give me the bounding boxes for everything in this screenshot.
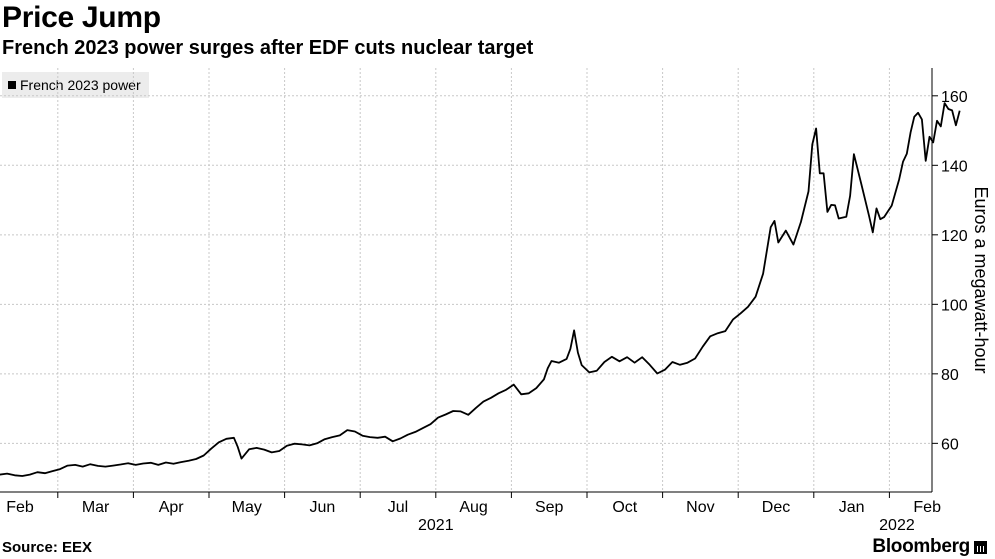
axis-layer: 60 80 100 120 140 160 Feb Mar Apr May Jun Jul Aug Sep…: [0, 68, 968, 534]
x-tick-label: May: [232, 499, 262, 516]
bloomberg-icon: [974, 540, 987, 554]
x-tick-label: Jan: [839, 499, 865, 516]
chart-subtitle: French 2023 power surges after EDF cuts …: [2, 37, 534, 59]
year-label: 2022: [879, 517, 915, 534]
y-tick-label: 80: [941, 367, 959, 384]
series-line: [0, 102, 961, 477]
legend-label: French 2023 power: [20, 77, 141, 93]
source-note: Source: EEX: [2, 539, 93, 556]
y-tick-label: 120: [941, 228, 968, 245]
x-tick-label: Feb: [6, 499, 34, 516]
x-tick-label: Aug: [459, 499, 487, 516]
x-tick-label: Apr: [159, 499, 185, 516]
y-tick-label: 100: [941, 297, 968, 314]
y-tick-label: 60: [941, 436, 959, 453]
y-tick-label: 160: [941, 89, 968, 106]
x-tick-label: Mar: [82, 499, 110, 516]
chart-title: Price Jump: [2, 1, 161, 34]
legend-swatch: [8, 81, 16, 89]
legend: French 2023 power: [2, 72, 149, 98]
x-tick-label: Sep: [535, 499, 564, 516]
x-tick-label: Dec: [762, 499, 790, 516]
x-tick-label: Jun: [310, 499, 336, 516]
grid-layer: [0, 68, 932, 492]
series-layer: [0, 102, 961, 477]
x-tick-label: Nov: [686, 499, 714, 516]
x-tick-label: Oct: [612, 499, 637, 516]
y-tick-label: 140: [941, 158, 968, 175]
bloomberg-logo: Bloomberg: [872, 536, 987, 558]
year-label: 2021: [418, 517, 454, 534]
x-tick-label: Jul: [388, 499, 408, 516]
brand-text: Bloomberg: [872, 536, 970, 557]
y-axis-title: Euros a megawatt-hour: [971, 186, 991, 373]
x-tick-label: Feb: [913, 499, 941, 516]
